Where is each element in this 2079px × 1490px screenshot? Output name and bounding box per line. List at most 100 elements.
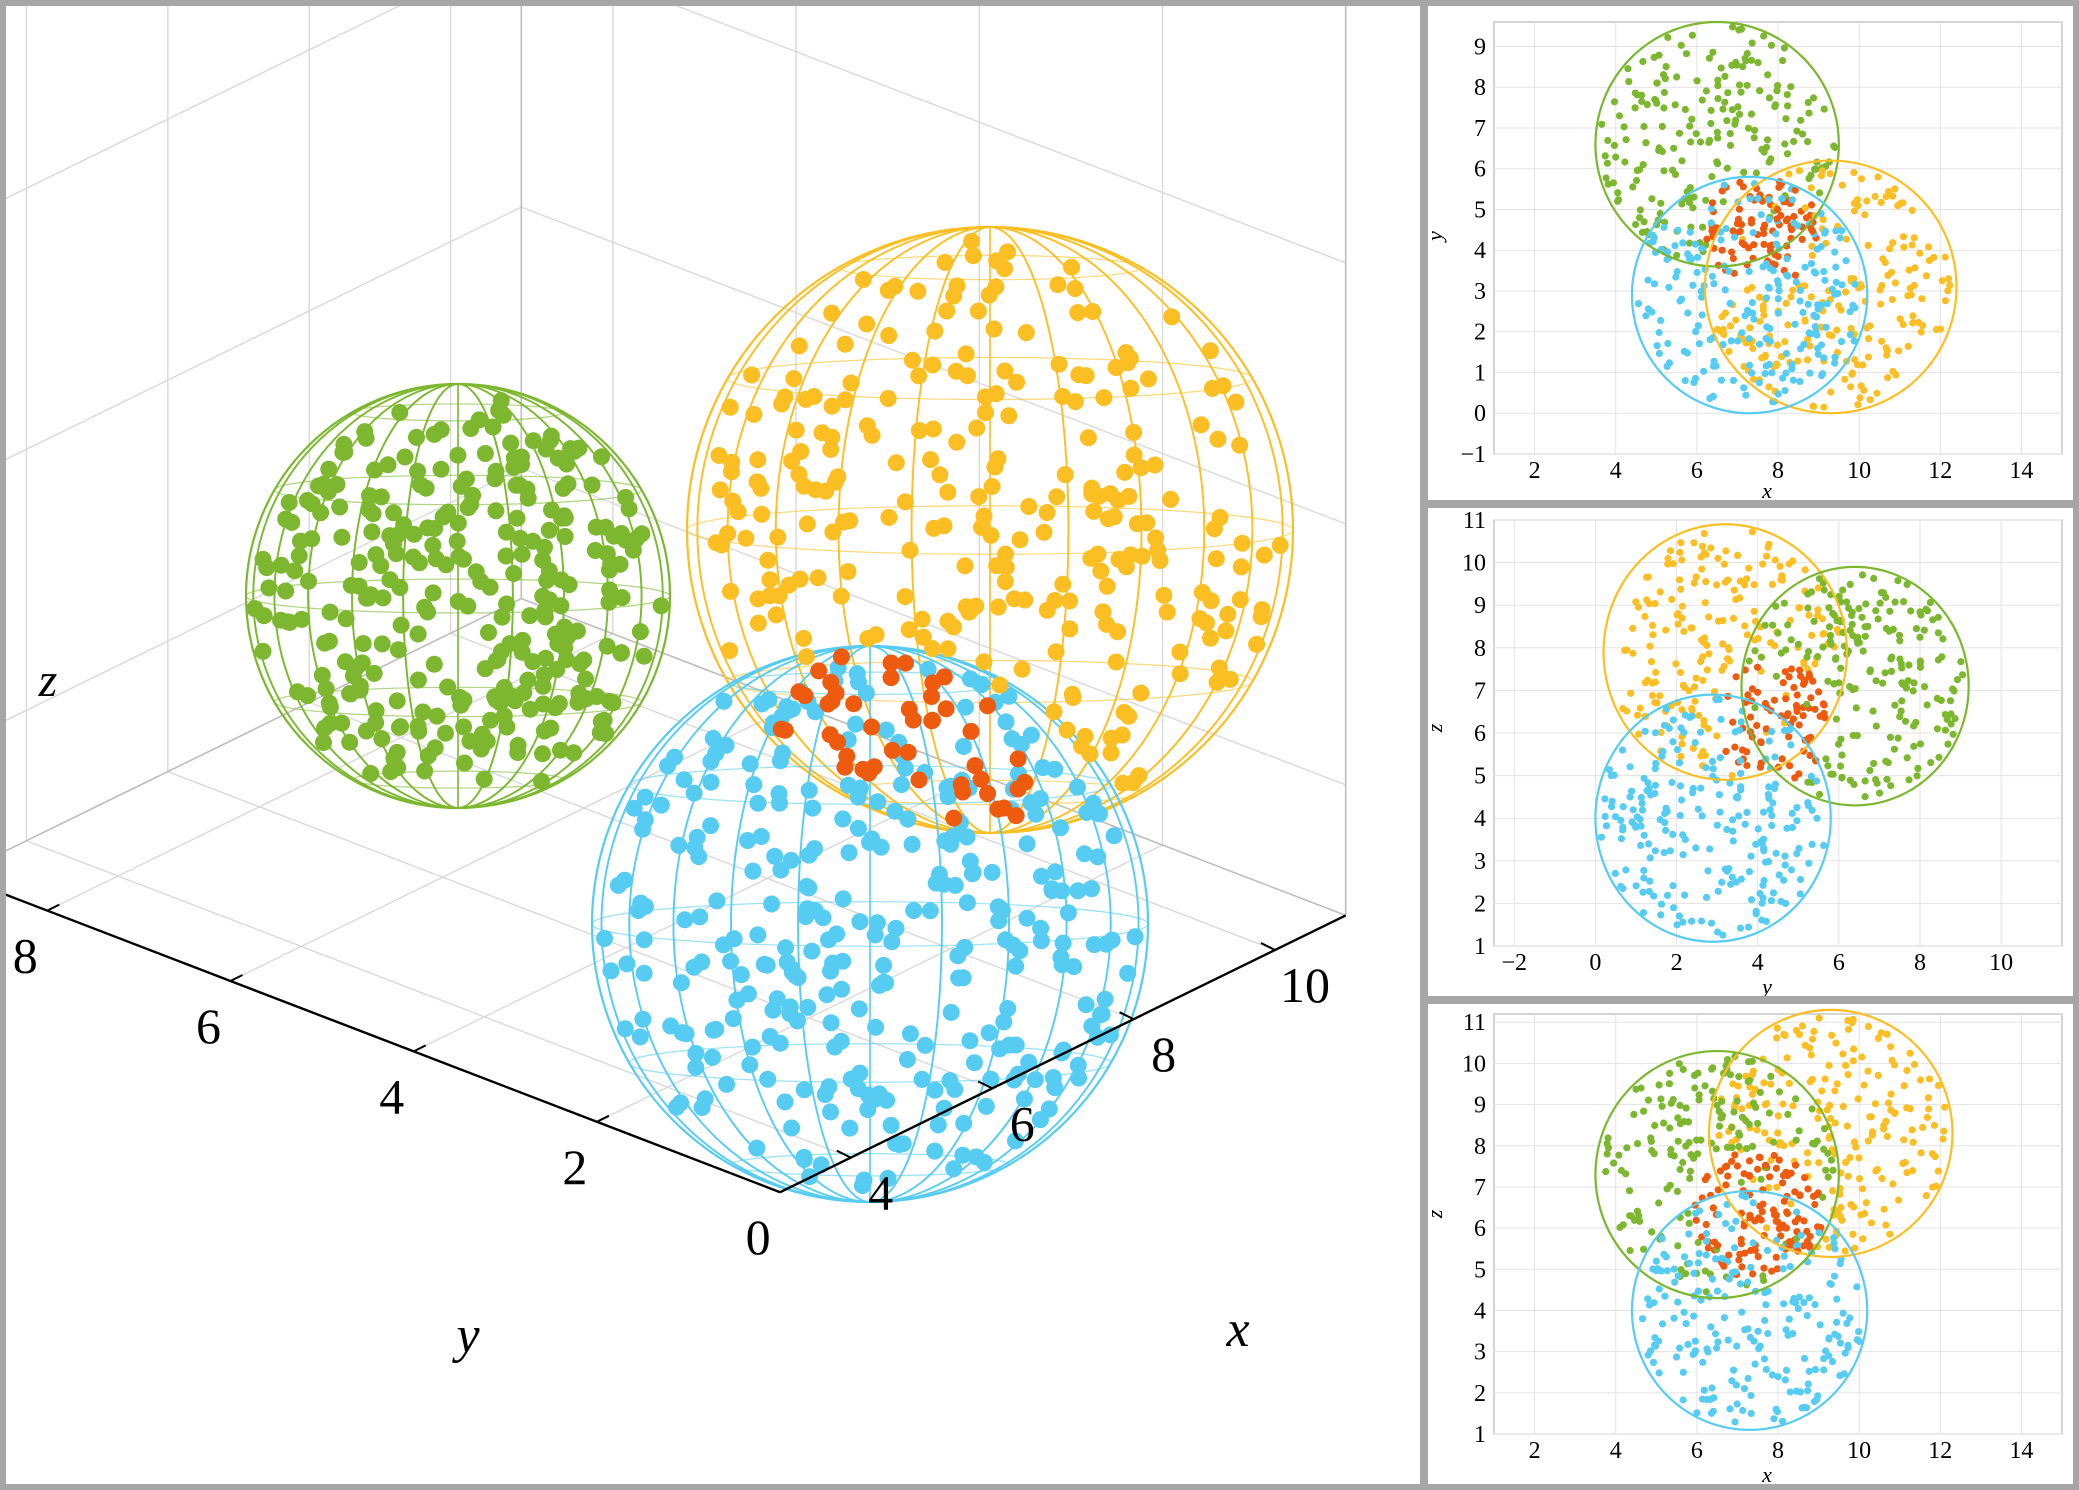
data-point — [1748, 528, 1756, 536]
data-point — [1749, 1199, 1757, 1207]
data-point — [1898, 697, 1906, 705]
data-point — [1819, 579, 1827, 587]
data-point — [635, 931, 653, 949]
data-point — [1745, 564, 1753, 572]
data-point — [1787, 665, 1796, 673]
data-point — [1682, 50, 1691, 58]
data-point — [1601, 812, 1609, 820]
data-point — [1726, 1071, 1734, 1079]
data-point — [1860, 386, 1868, 394]
data-point — [956, 938, 974, 956]
data-point — [1192, 416, 1210, 434]
data-point — [552, 597, 570, 615]
data-point — [1755, 340, 1764, 348]
data-point — [810, 662, 828, 680]
data-point — [659, 757, 677, 775]
data-point — [1756, 293, 1764, 301]
data-point — [303, 530, 321, 548]
data-point — [1697, 287, 1705, 295]
data-point — [1678, 157, 1686, 165]
data-point — [1693, 1136, 1701, 1144]
data-point — [1837, 338, 1846, 346]
data-point — [1866, 766, 1874, 774]
data-point — [1018, 909, 1036, 927]
data-point — [1796, 890, 1804, 898]
data-point — [1725, 347, 1733, 356]
data-point — [428, 707, 446, 725]
data-point — [1641, 612, 1649, 621]
data-point — [1776, 562, 1784, 570]
data-point — [785, 370, 803, 388]
data-point — [1766, 324, 1774, 333]
data-point — [521, 607, 539, 625]
data-point — [381, 571, 399, 589]
y-tick-label: 1 — [1474, 360, 1486, 386]
data-point — [1754, 194, 1762, 203]
data-point — [1737, 220, 1746, 229]
data-point — [1816, 712, 1824, 720]
data-point — [675, 771, 693, 789]
data-point — [1726, 141, 1735, 149]
y-tick-label: 9 — [1474, 1093, 1486, 1119]
data-point — [1685, 1219, 1693, 1227]
data-point — [1714, 134, 1722, 142]
data-point — [1768, 821, 1776, 830]
y-tick-label: 4 — [1474, 238, 1486, 264]
data-point — [1925, 243, 1933, 251]
data-point — [1672, 660, 1680, 668]
data-point — [1020, 498, 1038, 515]
data-point — [897, 654, 914, 672]
data-point — [758, 956, 776, 974]
data-point — [858, 315, 876, 333]
data-point — [317, 680, 335, 698]
y-tick-label: 8 — [1474, 636, 1486, 662]
data-point — [1710, 357, 1718, 365]
data-point — [685, 784, 703, 802]
data-point — [1804, 98, 1812, 107]
data-point — [1678, 740, 1686, 748]
data-point — [1720, 1314, 1728, 1322]
data-point — [822, 1103, 839, 1121]
data-point — [1765, 196, 1773, 204]
data-point — [1132, 684, 1150, 702]
data-point — [841, 1119, 859, 1137]
data-point — [1887, 1106, 1895, 1114]
data-point — [1920, 626, 1928, 634]
data-point — [1707, 106, 1715, 115]
data-point — [1682, 1104, 1690, 1112]
data-point — [745, 776, 763, 794]
data-point — [1799, 712, 1807, 720]
data-point — [1691, 1349, 1699, 1357]
data-point — [1702, 1251, 1710, 1259]
y-tick — [596, 1114, 610, 1123]
x-tick-label: 2 — [1529, 1438, 1541, 1464]
data-point — [687, 1044, 705, 1062]
data-point — [1743, 81, 1751, 89]
data-point — [1924, 1094, 1932, 1102]
data-point — [1703, 666, 1711, 674]
data-point — [1728, 248, 1736, 256]
data-point — [1886, 733, 1894, 741]
data-point — [1670, 1314, 1678, 1322]
data-point — [1882, 192, 1890, 201]
data-point — [982, 1070, 1000, 1088]
data-point — [1733, 1342, 1741, 1350]
data-point — [1846, 1314, 1854, 1322]
data-point — [1784, 1110, 1792, 1118]
data-point — [1046, 863, 1064, 881]
data-point — [1774, 309, 1782, 317]
data-point — [1849, 1015, 1857, 1024]
data-point — [1765, 383, 1773, 391]
data-point — [1908, 1126, 1916, 1134]
data-point — [1765, 215, 1773, 223]
x-tick-label: 4 — [1610, 458, 1622, 484]
data-point — [1083, 880, 1101, 898]
data-point — [903, 835, 921, 853]
data-point — [367, 702, 385, 720]
data-point — [1748, 1142, 1757, 1150]
data-point — [1759, 881, 1767, 889]
data-point — [1664, 560, 1672, 568]
data-point — [1751, 126, 1759, 134]
data-point — [958, 828, 976, 846]
data-point — [1069, 882, 1087, 900]
